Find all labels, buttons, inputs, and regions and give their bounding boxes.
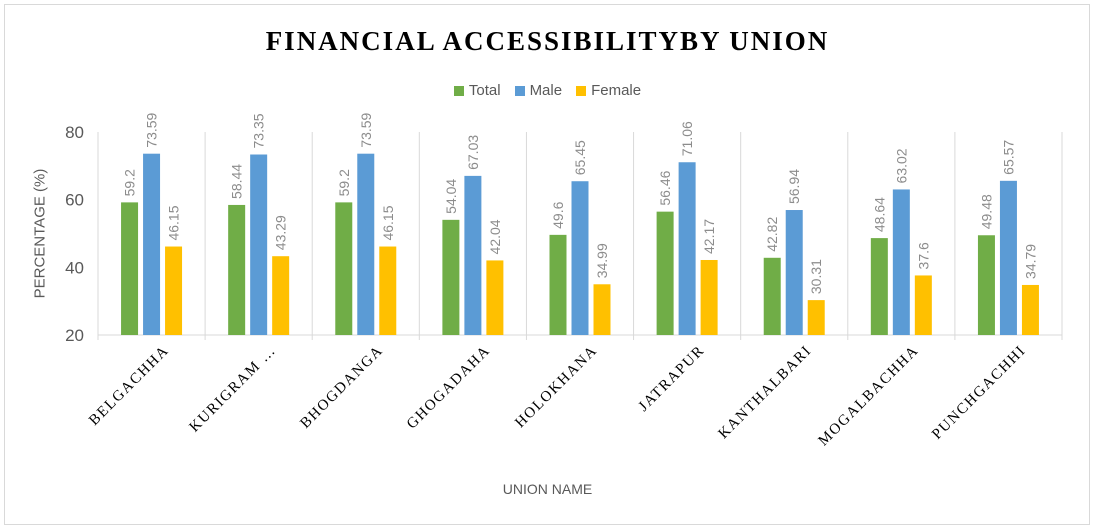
- data-label: 42.04: [487, 219, 503, 254]
- x-tick-label: HOLOKHANA: [512, 343, 601, 432]
- legend-swatch-total: [453, 85, 464, 96]
- bar-total: [977, 235, 995, 335]
- bar-male: [571, 181, 589, 335]
- data-label: 34.79: [1022, 244, 1038, 279]
- bar-male: [678, 162, 696, 335]
- bar-female: [1021, 284, 1039, 335]
- data-label: 49.6: [550, 201, 566, 228]
- bar-total: [870, 238, 888, 335]
- data-label: 49.48: [978, 194, 994, 229]
- data-label: 58.44: [229, 164, 245, 199]
- legend-item-male: Male: [514, 82, 563, 99]
- data-label: 54.04: [443, 179, 459, 214]
- bar-male: [143, 153, 161, 335]
- data-label: 48.64: [871, 197, 887, 232]
- legend-swatch-female: [576, 85, 587, 96]
- legend-item-female: Female: [576, 82, 641, 99]
- data-label: 37.6: [915, 242, 931, 269]
- y-tick-label: 80: [65, 123, 84, 142]
- x-tick-label: MOGALBACHHA: [815, 343, 922, 450]
- data-label: 34.99: [594, 243, 610, 278]
- data-label: 63.02: [893, 148, 909, 183]
- y-tick-label: 20: [65, 326, 84, 345]
- data-label: 73.59: [144, 112, 160, 147]
- data-label: 65.45: [572, 140, 588, 175]
- data-label: 65.57: [1000, 140, 1016, 175]
- x-axis-label: UNION NAME: [502, 481, 593, 497]
- bar-female: [593, 284, 611, 335]
- data-label: 42.82: [764, 217, 780, 252]
- bar-total: [228, 204, 246, 335]
- bar-male: [464, 175, 482, 335]
- bar-female: [272, 256, 290, 335]
- data-label: 43.29: [273, 215, 289, 250]
- data-label: 56.46: [657, 170, 673, 205]
- legend-swatch-male: [514, 85, 525, 96]
- data-label: 73.35: [251, 113, 267, 148]
- data-label: 67.03: [465, 135, 481, 170]
- legend-item-total: Total: [453, 82, 501, 99]
- x-tick-label: PUNCHGACHHI: [929, 343, 1029, 443]
- chart-title: FINANCIAL ACCESSIBILITYBY UNION: [265, 26, 830, 56]
- legend-label-female: Female: [591, 82, 642, 99]
- x-tick-label: KURIGRAM …: [187, 343, 280, 436]
- x-tick-label: KANTHALBARI: [715, 343, 815, 443]
- bar-total: [763, 257, 781, 335]
- legend-label-male: Male: [529, 82, 563, 99]
- legend: Total Male Female: [0, 82, 1095, 99]
- bar-male: [785, 210, 803, 335]
- data-label: 46.15: [166, 205, 182, 240]
- bar-male: [999, 180, 1017, 335]
- data-label: 59.2: [122, 169, 138, 196]
- data-label: 30.31: [808, 259, 824, 294]
- x-tick-label: BELGACHHA: [86, 343, 172, 429]
- y-tick-label: 60: [65, 191, 84, 210]
- data-label: 71.06: [679, 121, 695, 156]
- bar-male: [357, 153, 375, 335]
- bar-total: [335, 202, 353, 335]
- bar-male: [250, 154, 268, 335]
- data-label: 42.17: [701, 219, 717, 254]
- bar-female: [807, 300, 825, 335]
- bar-female: [165, 246, 183, 335]
- bar-male: [892, 189, 910, 335]
- chart-frame: [4, 4, 1090, 525]
- bar-female: [486, 260, 504, 335]
- y-tick-label: 40: [65, 258, 84, 277]
- bar-total: [549, 234, 567, 335]
- data-label: 56.94: [786, 169, 802, 204]
- x-tick-label: JATRAPUR: [636, 343, 708, 415]
- bar-female: [379, 246, 397, 335]
- data-label: 73.59: [358, 112, 374, 147]
- bar-female: [700, 259, 718, 335]
- data-label: 46.15: [380, 205, 396, 240]
- data-label: 59.2: [336, 169, 352, 196]
- legend-label-total: Total: [468, 82, 501, 99]
- x-tick-label: BHOGDANGA: [297, 343, 386, 432]
- bar-total: [442, 219, 460, 335]
- bar-female: [914, 275, 932, 335]
- x-tick-label: GHOGADAHA: [404, 343, 494, 433]
- bar-total: [656, 211, 674, 335]
- bar-total: [121, 202, 139, 335]
